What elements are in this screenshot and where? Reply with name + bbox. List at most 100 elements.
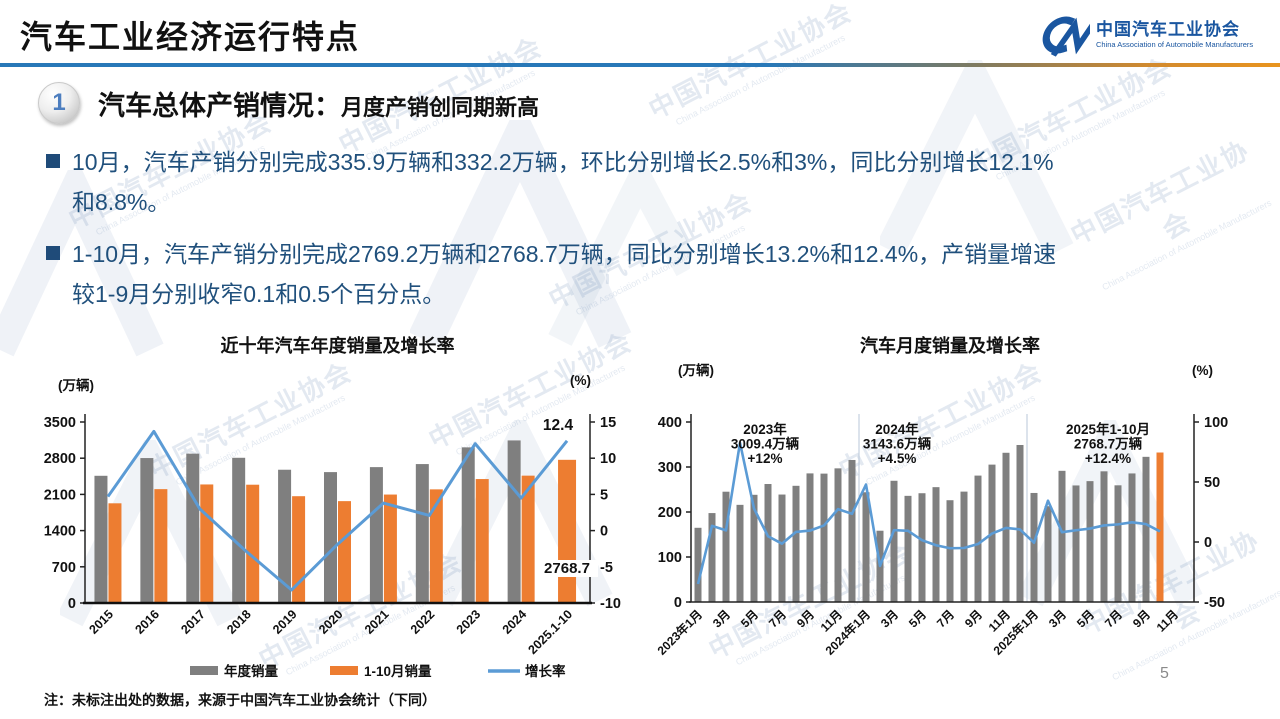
left-tick-label: 2100 [44,487,76,503]
right-tick-label: 100 [1204,415,1228,431]
right-axis-unit: (%) [570,373,591,388]
right-tick-label: 15 [600,415,616,431]
bar-month [848,459,856,602]
year-annotation: +12% [748,451,783,466]
x-tick-label: 7月 [1102,607,1125,630]
bar-month [918,493,926,602]
growth-line [106,429,569,592]
header-divider [0,63,1280,67]
year-annotation: 2024年 [875,421,919,437]
x-tick-label: 2016 [132,607,162,637]
bar-annual [232,457,246,603]
x-tick-label: 5月 [738,607,761,630]
year-annotation: +12.4% [1085,451,1131,466]
bar-month [764,484,772,602]
left-tick-label: 100 [658,550,682,566]
legend-swatch-ytd [330,666,358,675]
bar-ytd [154,489,168,603]
bar-month [946,500,954,602]
bar-annual [507,440,521,603]
right-axis-unit: (%) [1192,363,1213,378]
monthly-sales-chart: 汽车月度销量及增长率 (万辆) (%) 400 300 200 100 0 100 50 0 -50 2… [654,335,1228,658]
bar-annual [140,458,154,603]
bar-month [750,494,758,602]
left-tick-label: 200 [658,505,682,521]
bar-month [820,473,828,602]
x-tick-label: 3月 [710,607,733,630]
right-tick-label: -50 [1204,595,1225,611]
bullet-text-line: 和8.8%。 [72,189,171,215]
section-number-badge: 1 [38,82,80,124]
x-tick-label: 2023 [454,607,484,637]
bar-month [890,480,898,602]
x-tick-label: 5月 [1074,607,1097,630]
right-tick-label: 0 [600,524,608,540]
x-tick-label: 2018 [224,607,254,637]
bar-ytd [383,494,397,603]
left-tick-label: 0 [68,596,76,612]
legend-label-annual: 年度销量 [224,663,278,679]
x-tick-label: 7月 [766,607,789,630]
caam-logo-cn: 中国汽车工业协会 [1096,20,1240,40]
growth-endpoint-label: 12.4 [543,417,574,434]
right-tick-label: 10 [600,451,616,467]
bar-month [1044,506,1052,602]
bar-ytd [108,503,122,603]
x-tick-label: 3月 [878,607,901,630]
right-tick-label: 5 [600,487,608,503]
bar-month [1030,492,1038,602]
bar-month [1114,485,1122,602]
x-tick-label: 5月 [906,607,929,630]
caam-logo-en: China Association of Automobile Manufact… [1096,39,1254,49]
year-annotation: 2768.7万辆 [1074,436,1143,452]
year-annotation: 3143.6万辆 [863,436,932,452]
left-tick-label: 3500 [44,415,76,431]
annual-sales-chart: 近十年汽车年度销量及增长率 (万辆) (%) 3500 2800 2100 1400 700 0… [44,335,621,679]
section-heading: 1 汽车总体产销情况：月度产销创同期新高 [38,82,539,124]
bar-annual [461,447,475,603]
bar-annual [369,467,383,603]
x-tick-label: 9月 [1130,607,1153,630]
growth-line [696,441,1161,585]
bullet-square-icon [46,154,60,168]
bar-month [834,468,842,602]
left-tick-label: 700 [52,560,76,576]
bar-month [1058,470,1066,602]
bar-month [778,494,786,602]
legend-label-ytd: 1-10月销量 [364,663,432,679]
left-tick-label: 0 [674,595,682,611]
x-tick-label: 2023年1月 [654,607,705,658]
bar-label-bg [536,560,598,577]
year-annotation: 2025年1-10月 [1066,421,1150,437]
year-annotation: 3009.4万辆 [731,436,800,452]
bar-month [904,495,912,602]
bar-ytd [429,489,443,603]
bullet-square-icon [46,246,60,260]
bullet-item: 10月，汽车产销分别完成335.9万辆和332.2万辆，环比分别增长2.5%和3… [46,142,1246,222]
legend-swatch-annual [190,666,218,675]
bar-month [722,491,730,602]
x-tick-label: 2020 [316,607,346,637]
bar-month [1128,473,1136,602]
bar-month [1086,481,1094,602]
bar-annual [94,475,108,603]
bar-annual [324,472,337,603]
bullet-text-line: 1-10月，汽车产销分别完成2769.2万辆和2768.7万辆，同比分别增长13… [72,241,1057,267]
bar-ytd [200,484,214,603]
bar-ytd [475,479,489,603]
page-number: 5 [1160,665,1169,682]
left-axis-unit: (万辆) [678,362,714,378]
caam-logo-icon [1042,16,1090,57]
section-subtitle: 月度产销创同期新高 [341,94,540,120]
right-tick-label: 50 [1204,475,1220,491]
footer-note: 注：未标注出处的数据，来源于中国汽车工业协会统计（下同） [44,692,436,708]
year-annotation: 2023年 [743,421,787,437]
x-tick-label: 2024 [500,607,530,637]
bar-month-current [1156,452,1164,602]
bar-annual [186,453,200,603]
bar-ytd [338,501,351,603]
x-tick-label: 2015 [87,607,117,637]
left-tick-label: 400 [658,415,682,431]
page-title: 汽车工业经济运行特点 [20,19,361,55]
bullet-text-line: 较1-9月分别收窄0.1和0.5个百分点。 [72,281,446,307]
